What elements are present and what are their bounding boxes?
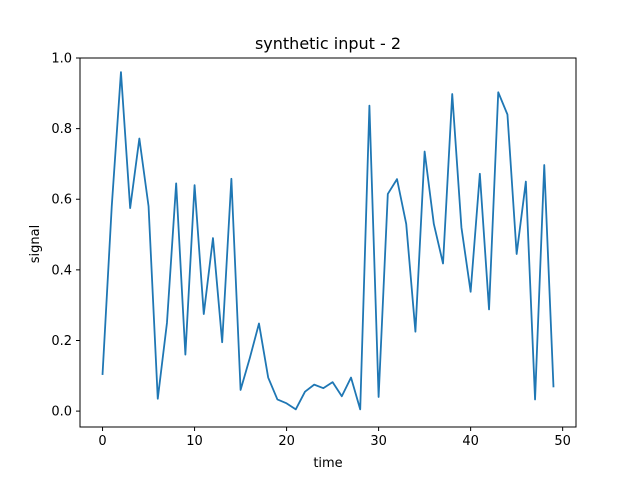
y-tick-label: 0.4 [51, 263, 72, 278]
x-tick-label: 20 [278, 434, 295, 449]
series-line [101, 71, 555, 411]
y-tick-label: 0.6 [51, 193, 72, 208]
y-tick-label: 0.8 [51, 122, 72, 137]
x-tick-label: 10 [186, 434, 203, 449]
y-tick-label: 0.2 [51, 334, 72, 349]
y-tick-label: 1.0 [51, 52, 72, 67]
x-axis-label: time [313, 456, 342, 471]
chart-title: synthetic input - 2 [255, 34, 401, 53]
x-tick-label: 30 [370, 434, 387, 449]
y-axis-label: signal [28, 225, 43, 263]
axes-frame [79, 57, 577, 428]
y-tick-label: 0.0 [51, 405, 72, 420]
x-tick-label: 50 [554, 434, 571, 449]
x-tick-label: 40 [462, 434, 479, 449]
plot-area: 0 10 20 30 40 50 0.0 0.2 0.4 0.6 0.8 1.0 [51, 52, 577, 449]
x-tick-label: 0 [98, 434, 106, 449]
